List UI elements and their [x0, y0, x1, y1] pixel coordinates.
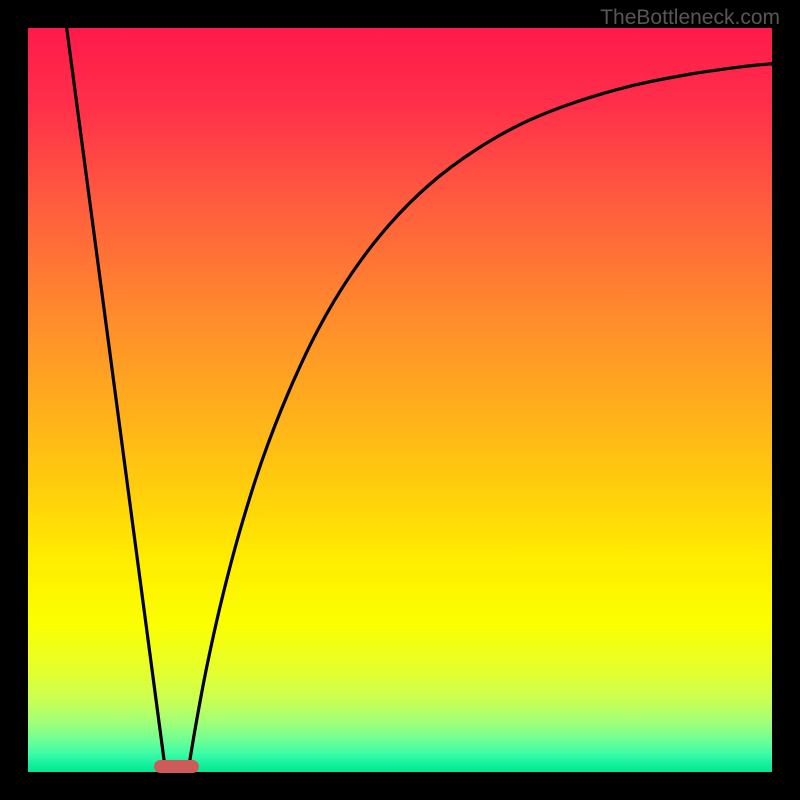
bottleneck-curves	[28, 28, 772, 772]
chart-plot-area	[28, 28, 772, 772]
watermark-text: TheBottleneck.com	[600, 6, 780, 30]
minimum-marker	[154, 760, 199, 773]
